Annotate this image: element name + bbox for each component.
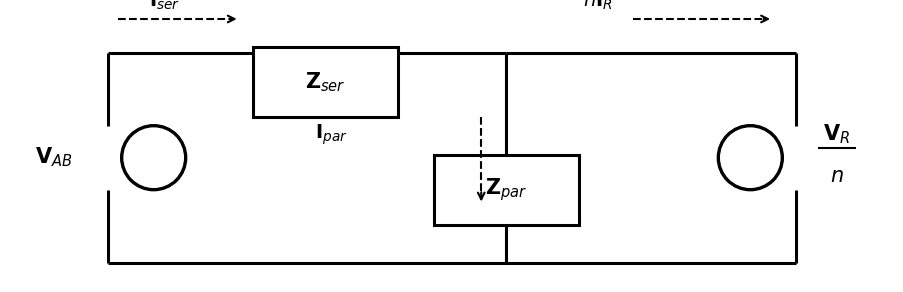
Text: $\mathbf{Z}_{par}$: $\mathbf{Z}_{par}$ — [485, 176, 526, 203]
Text: $\mathbf{I}_{par}$: $\mathbf{I}_{par}$ — [315, 123, 348, 147]
Bar — [433, 155, 578, 225]
Text: $\mathbf{V}_{AB}$: $\mathbf{V}_{AB}$ — [35, 146, 73, 169]
Circle shape — [718, 126, 781, 190]
Text: $n\mathbf{I}_{R}$: $n\mathbf{I}_{R}$ — [582, 0, 612, 12]
Text: $\mathbf{Z}_{ser}$: $\mathbf{Z}_{ser}$ — [304, 70, 346, 93]
Text: $n$: $n$ — [829, 166, 842, 186]
Bar — [253, 47, 397, 117]
Text: $\mathbf{I}_{ser}$: $\mathbf{I}_{ser}$ — [149, 0, 181, 12]
Circle shape — [122, 126, 185, 190]
Text: $\mathbf{V}_R$: $\mathbf{V}_R$ — [823, 122, 850, 146]
